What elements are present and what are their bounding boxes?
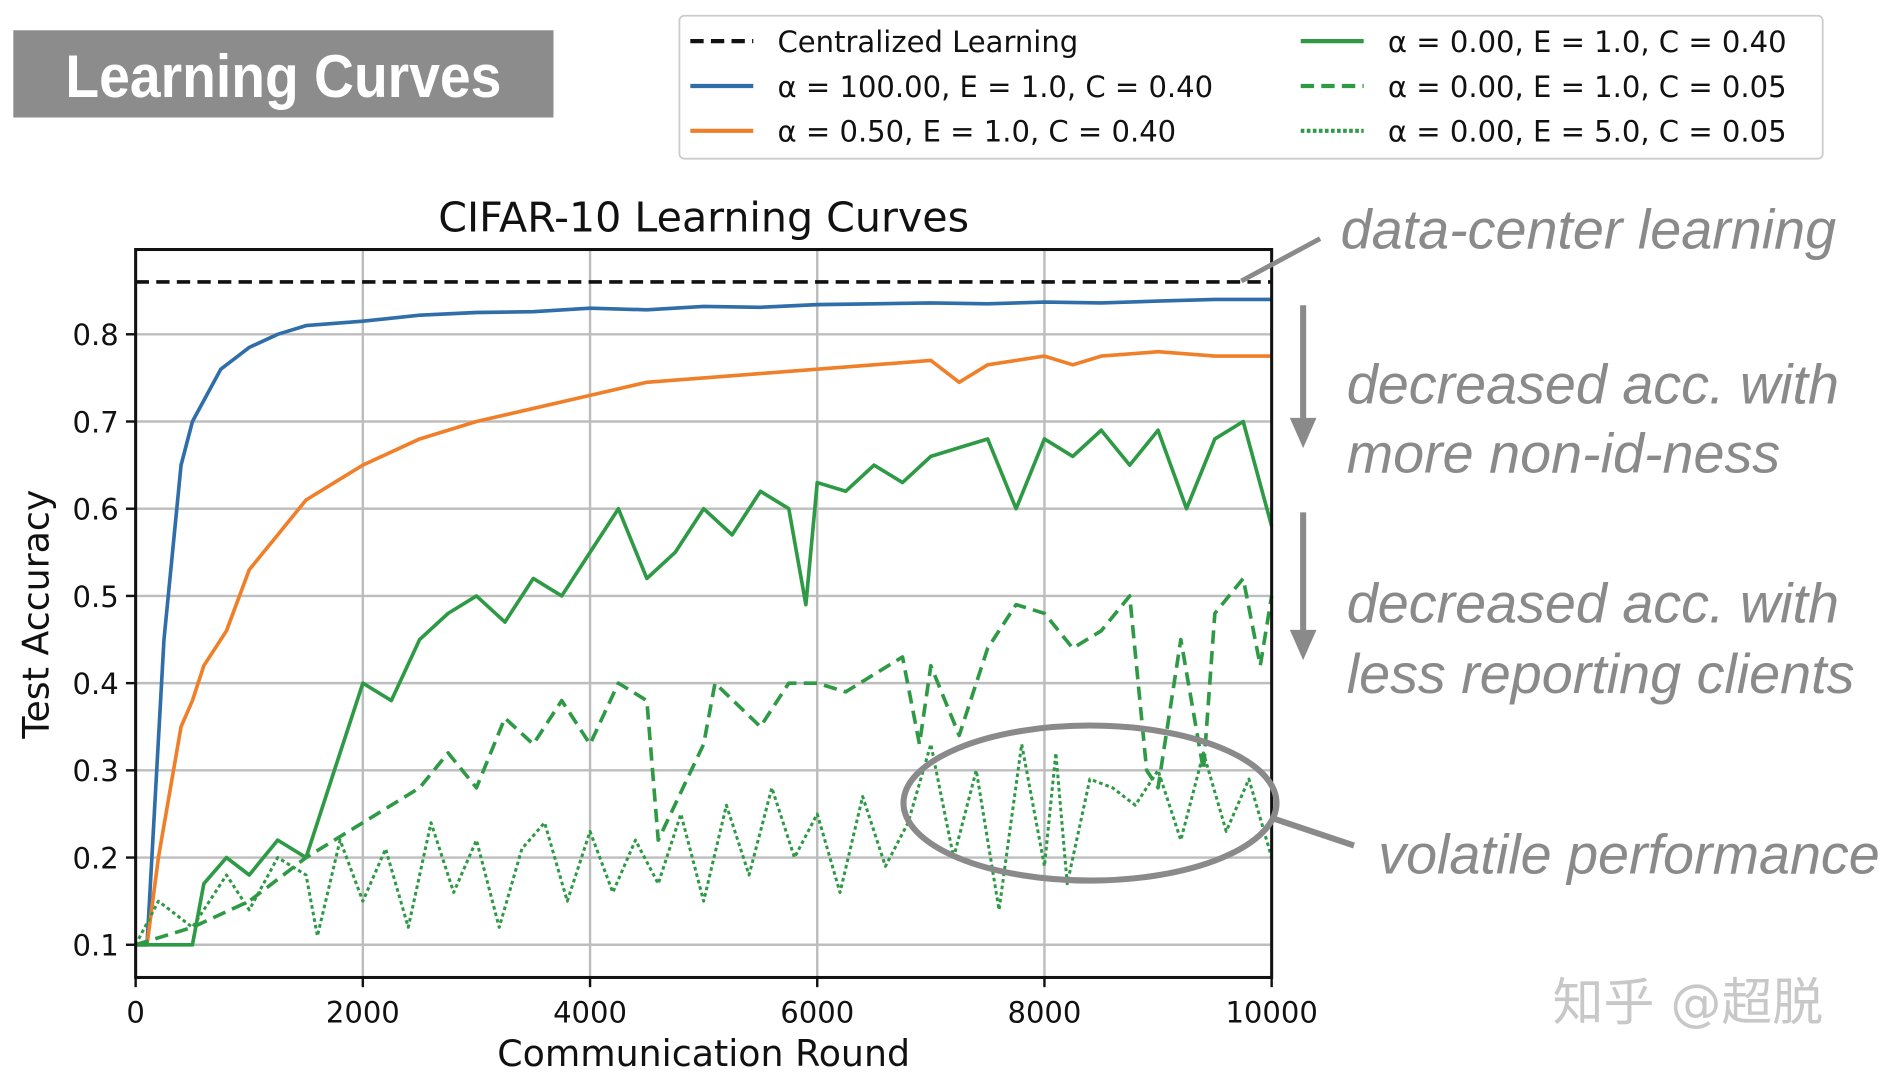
- legend-label-4: α = 0.00, E = 1.0, C = 0.05: [1388, 70, 1787, 104]
- y-tick-label: 0.3: [72, 754, 118, 788]
- series-line-5: [134, 742, 1274, 946]
- annotation-noniid-2: more non-id-ness: [1347, 422, 1780, 484]
- down-arrow-icon: [1289, 305, 1317, 449]
- x-tick-label: 0: [126, 995, 144, 1029]
- annotation-volatile: volatile performance: [1378, 823, 1880, 885]
- y-axis-label: Test Accuracy: [14, 490, 57, 740]
- annotation-clients-2: less reporting clients: [1347, 643, 1855, 705]
- series-line-4: [135, 576, 1274, 947]
- ticks: 0 2000 4000 6000 8000 10000 0.1 0.2 0.3 0.4 0.5 0.6…: [72, 318, 1317, 1029]
- watermark: 知乎 @超脱: [1553, 973, 1823, 1032]
- legend-label-2: α = 0.50, E = 1.0, C = 0.40: [778, 115, 1177, 149]
- y-tick-label: 0.4: [72, 667, 118, 701]
- chart-title: CIFAR-10 Learning Curves: [438, 193, 969, 241]
- y-tick-label: 0.1: [72, 929, 118, 963]
- series-line-2: [135, 349, 1272, 947]
- grid: [134, 249, 1273, 978]
- annotation-clients-1: decreased acc. with: [1347, 573, 1839, 635]
- x-tick-label: 8000: [1007, 995, 1081, 1029]
- x-tick-label: 10000: [1225, 995, 1317, 1029]
- plot-frame: [134, 248, 1274, 979]
- x-tick-label: 4000: [553, 995, 627, 1029]
- x-tick-label: 2000: [326, 995, 400, 1029]
- title-badge: [13, 30, 554, 118]
- down-arrow-icon: [1289, 512, 1317, 661]
- annotation-datacenter: data-center learning: [1341, 198, 1836, 260]
- y-tick-label: 0.2: [72, 841, 118, 875]
- badge-title: Learning Curves: [65, 42, 501, 110]
- y-tick-label: 0.8: [72, 318, 118, 352]
- y-tick-label: 0.5: [72, 580, 118, 614]
- legend: Centralized Learning α = 100.00, E = 1.0,…: [678, 14, 1824, 160]
- datacenter-pointer: [1240, 236, 1322, 284]
- legend-label-1: α = 100.00, E = 1.0, C = 0.40: [778, 70, 1214, 104]
- legend-label-5: α = 0.00, E = 5.0, C = 0.05: [1388, 115, 1787, 149]
- legend-label-3: α = 0.00, E = 1.0, C = 0.40: [1388, 25, 1787, 59]
- y-tick-label: 0.7: [72, 405, 118, 439]
- legend-label-0: Centralized Learning: [778, 25, 1079, 59]
- series-lines: [134, 280, 1274, 947]
- annotation-noniid-1: decreased acc. with: [1347, 353, 1839, 415]
- series-line-1: [135, 297, 1272, 947]
- series-line-3: [135, 419, 1274, 947]
- volatile-highlight-ellipse: [900, 722, 1280, 884]
- x-axis-label: Communication Round: [497, 1032, 910, 1075]
- volatile-pointer: [1273, 815, 1355, 849]
- x-tick-label: 6000: [780, 995, 854, 1029]
- y-tick-label: 0.6: [72, 493, 118, 527]
